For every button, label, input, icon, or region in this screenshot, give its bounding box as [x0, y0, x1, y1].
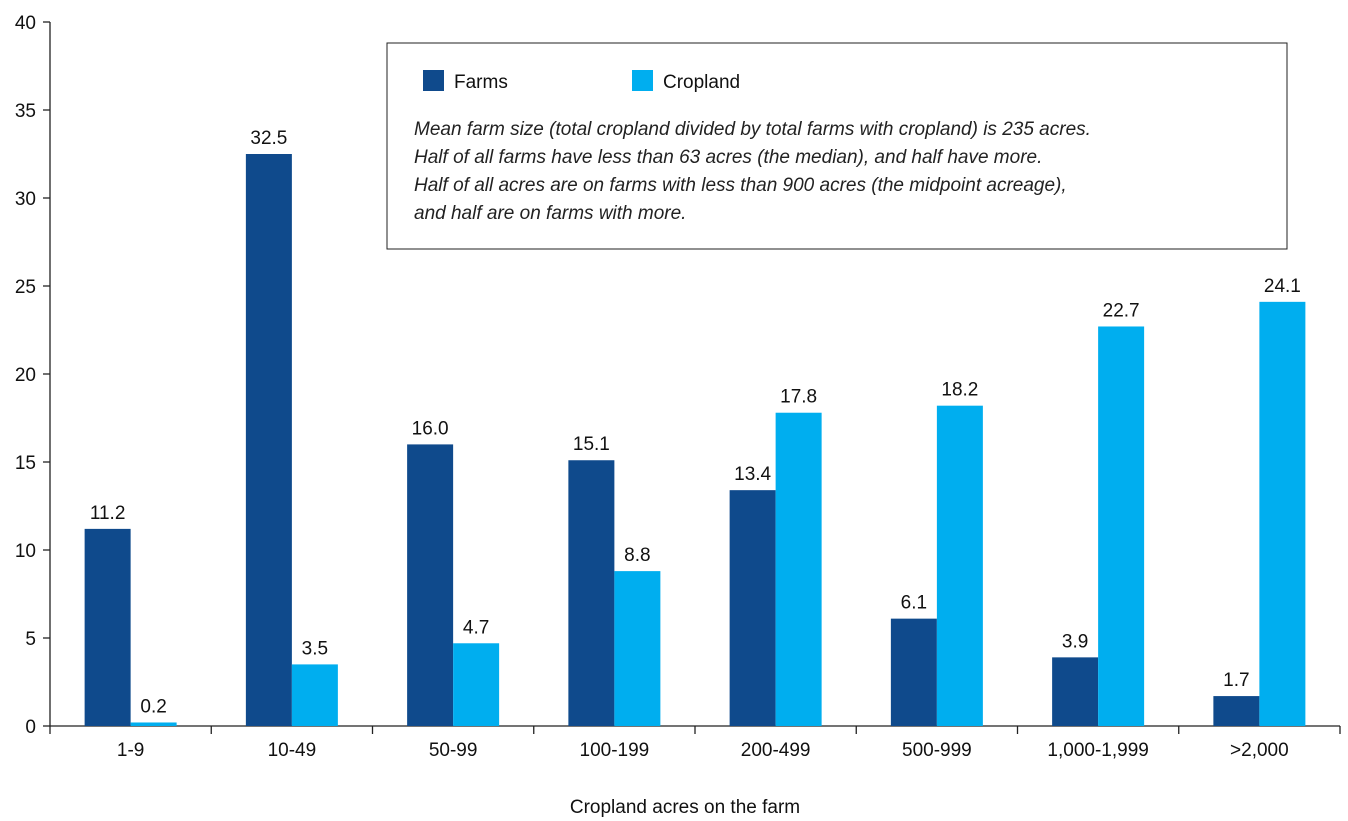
- data-label-farms: 6.1: [901, 593, 927, 614]
- bar-farms: [890, 618, 937, 726]
- y-axis: 0 5 10 15 20 25 30 35 40: [15, 13, 51, 738]
- x-tick-label: 10-49: [268, 740, 317, 761]
- legend-label-farms: Farms: [454, 72, 508, 93]
- data-label-cropland: 17.8: [780, 387, 817, 408]
- y-tick-label: 40: [15, 13, 36, 34]
- data-label-cropland: 4.7: [463, 617, 489, 638]
- data-label-cropland: 8.8: [624, 545, 650, 566]
- bar-cropland: [453, 643, 500, 726]
- legend-label-cropland: Cropland: [663, 72, 740, 93]
- note-line: Half of all farms have less than 63 acre…: [414, 147, 1042, 168]
- data-label-cropland: 18.2: [941, 380, 978, 401]
- y-tick-label: 35: [15, 101, 36, 122]
- legend-swatch-cropland: [632, 70, 653, 91]
- data-label-farms: 13.4: [734, 464, 771, 485]
- note-line: Half of all acres are on farms with less…: [414, 175, 1067, 196]
- y-tick-label: 5: [25, 629, 36, 650]
- bar-cropland: [936, 405, 983, 726]
- legend-swatch-farms: [423, 70, 444, 91]
- x-tick-label: 500-999: [902, 740, 972, 761]
- data-label-farms: 16.0: [412, 418, 449, 439]
- y-tick-label: 10: [15, 541, 36, 562]
- bar-farms: [84, 528, 131, 726]
- bar-farms: [729, 490, 776, 726]
- data-label-cropland: 3.5: [302, 638, 328, 659]
- x-axis: 1-9 10-49 50-99 100-199 200-499 500-999 1,000-…: [49, 725, 1341, 761]
- legend-box: [386, 42, 1288, 250]
- bars: [84, 154, 1306, 726]
- data-label-cropland: 0.2: [140, 696, 166, 717]
- bar-cropland: [1259, 301, 1306, 726]
- x-tick-label: 1,000-1,999: [1047, 740, 1148, 761]
- x-tick-label: 1-9: [117, 740, 144, 761]
- bar-farms: [1213, 696, 1260, 726]
- data-label-farms: 11.2: [90, 503, 126, 524]
- bar-cropland: [291, 664, 338, 726]
- data-label-farms: 32.5: [250, 128, 287, 149]
- y-tick-label: 30: [15, 189, 36, 210]
- x-axis-title: Cropland acres on the farm: [570, 797, 800, 818]
- y-tick-label: 20: [15, 365, 36, 386]
- bar-farms: [1052, 657, 1099, 726]
- y-tick-label: 25: [15, 277, 36, 298]
- bar-farms: [407, 444, 454, 726]
- bar-cropland: [1098, 326, 1145, 726]
- bar-farms: [568, 460, 615, 726]
- y-tick-label: 0: [25, 717, 36, 738]
- x-tick-label: 200-499: [741, 740, 811, 761]
- data-label-farms: 3.9: [1062, 631, 1088, 652]
- legend: Farms Cropland Mean farm size (total cro…: [386, 42, 1288, 250]
- bar-cropland: [614, 571, 661, 726]
- x-tick-label: 100-199: [580, 740, 650, 761]
- y-tick-label: 15: [15, 453, 36, 474]
- note-line: Mean farm size (total cropland divided b…: [414, 119, 1091, 140]
- x-tick-label: >2,000: [1230, 740, 1289, 761]
- data-label-farms: 15.1: [573, 434, 610, 455]
- data-label-farms: 1.7: [1223, 670, 1249, 691]
- x-tick-label: 50-99: [429, 740, 478, 761]
- bar-farms: [245, 154, 292, 726]
- data-label-cropland: 24.1: [1264, 276, 1301, 297]
- bar-cropland: [775, 412, 822, 726]
- bar-labels: 11.2 32.5 16.0 15.1 13.4 6.1 3.9 1.7 0.2 3.5 4.7 8.…: [90, 128, 1301, 717]
- data-label-cropland: 22.7: [1103, 300, 1140, 321]
- bar-cropland: [130, 722, 177, 726]
- note-line: and half are on farms with more.: [414, 203, 686, 224]
